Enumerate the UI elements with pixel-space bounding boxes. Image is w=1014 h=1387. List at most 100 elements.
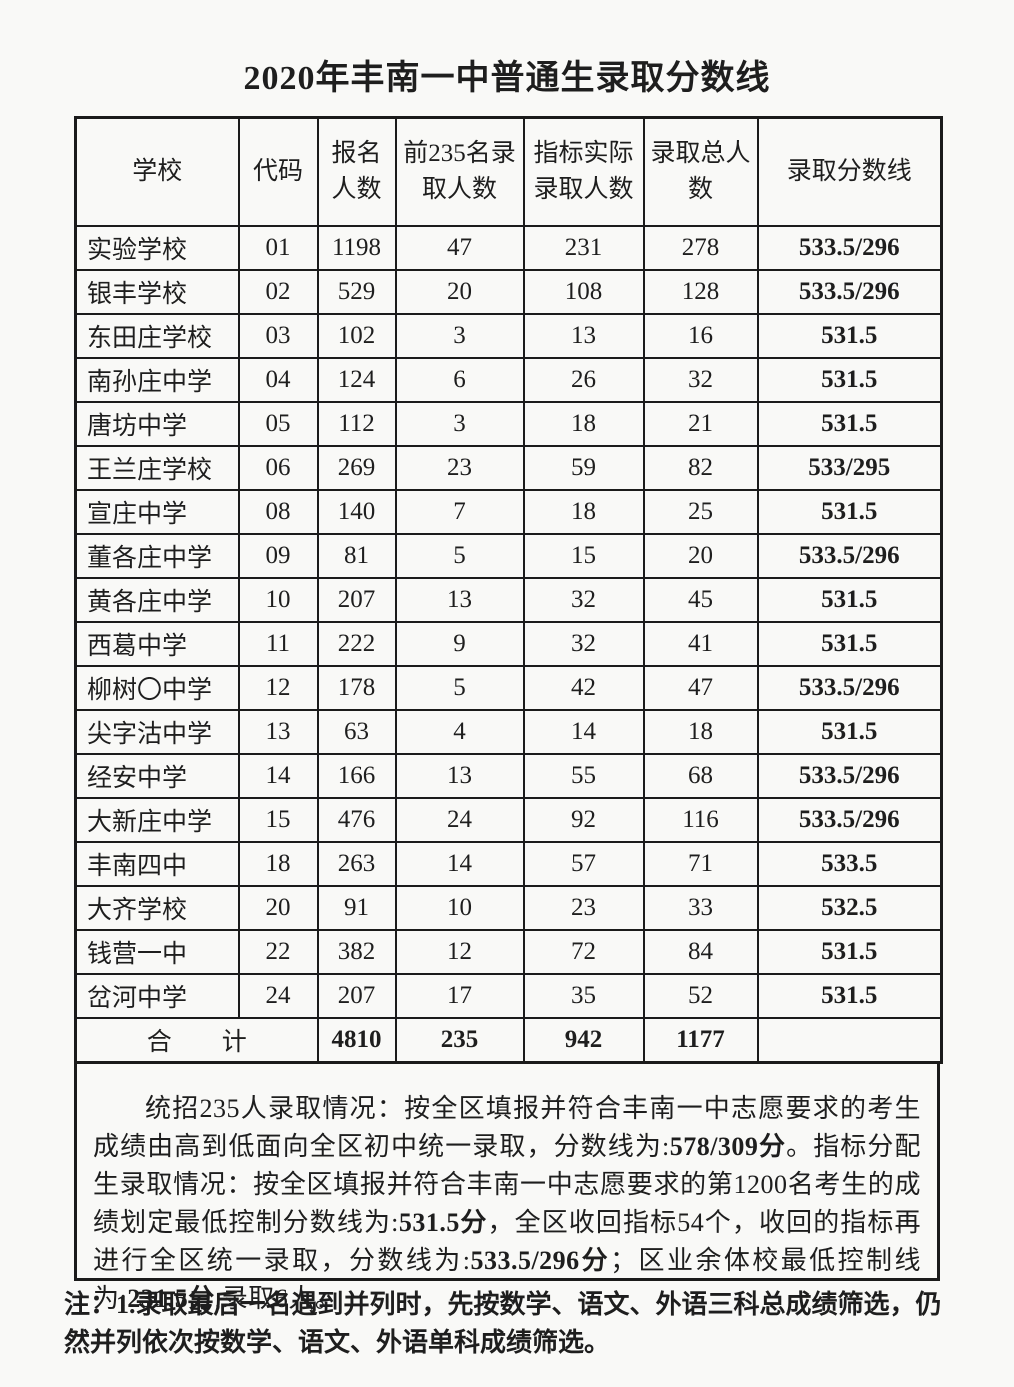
total-score-line-cell <box>756 1016 943 1064</box>
quota-admitted-cell: 32 <box>522 576 645 623</box>
quota-admitted-cell: 92 <box>522 796 645 843</box>
registered-cell: 178 <box>316 664 397 711</box>
total-admitted-cell: 21 <box>642 400 759 447</box>
score-line-cell: 531.5 <box>756 928 943 975</box>
summary-segment: ,录取6人。 <box>214 1284 342 1313</box>
registered-cell: 207 <box>316 972 397 1019</box>
registered-cell: 112 <box>316 400 397 447</box>
admission-score-table: 学校 代码 报名 人数 前235名录 取人数 指标实际 录取人数 录取总人 数 … <box>74 116 943 1064</box>
score-line-cell: 531.5 <box>756 576 943 623</box>
registered-cell: 222 <box>316 620 397 667</box>
top235-admitted-cell: 5 <box>394 664 525 711</box>
table-header-row: 学校 代码 报名 人数 前235名录 取人数 指标实际 录取人数 录取总人 数 … <box>74 116 943 227</box>
code-cell: 06 <box>237 444 319 491</box>
top235-admitted-cell: 5 <box>394 532 525 579</box>
registered-cell: 140 <box>316 488 397 535</box>
quota-admitted-cell: 57 <box>522 840 645 887</box>
total-admitted-cell: 128 <box>642 268 759 315</box>
table-row: 南孙庄中学 04 124 6 26 32 531.5 <box>74 356 943 403</box>
top235-admitted-cell: 10 <box>394 884 525 931</box>
total-admitted-cell: 41 <box>642 620 759 667</box>
top235-admitted-cell: 13 <box>394 576 525 623</box>
registered-cell: 263 <box>316 840 397 887</box>
score-line-cell: 533.5/296 <box>756 752 943 799</box>
top235-admitted-cell: 17 <box>394 972 525 1019</box>
registered-cell: 102 <box>316 312 397 359</box>
summary-segment-bold: 533.5/296分 <box>470 1246 611 1275</box>
table-row: 唐坊中学 05 112 3 18 21 531.5 <box>74 400 943 447</box>
registered-cell: 81 <box>316 532 397 579</box>
registered-cell: 476 <box>316 796 397 843</box>
code-cell: 03 <box>237 312 319 359</box>
quota-admitted-cell: 13 <box>522 312 645 359</box>
table-body: 实验学校 01 1198 47 231 278 533.5/296 银丰学校 0… <box>74 224 943 1019</box>
top235-admitted-cell: 3 <box>394 312 525 359</box>
registered-cell: 529 <box>316 268 397 315</box>
school-cell: 大新庄中学 <box>74 796 240 843</box>
total-quota-cell: 942 <box>522 1016 645 1064</box>
total-admitted-cell: 278 <box>642 224 759 271</box>
registered-cell: 63 <box>316 708 397 755</box>
score-line-cell: 532.5 <box>756 884 943 931</box>
code-cell: 02 <box>237 268 319 315</box>
score-line-cell: 531.5 <box>756 620 943 667</box>
top235-admitted-cell: 12 <box>394 928 525 975</box>
code-cell: 01 <box>237 224 319 271</box>
total-admitted-cell: 18 <box>642 708 759 755</box>
table-row: 王兰庄学校 06 269 23 59 82 533/295 <box>74 444 943 491</box>
code-cell: 14 <box>237 752 319 799</box>
table-row: 大齐学校 20 91 10 23 33 532.5 <box>74 884 943 931</box>
top235-admitted-cell: 20 <box>394 268 525 315</box>
header-quota-admitted: 指标实际 录取人数 <box>522 116 645 227</box>
top235-admitted-cell: 7 <box>394 488 525 535</box>
school-cell: 西葛中学 <box>74 620 240 667</box>
total-admitted-cell: 20 <box>642 532 759 579</box>
school-cell: 钱营一中 <box>74 928 240 975</box>
table-row: 岔河中学 24 207 17 35 52 531.5 <box>74 972 943 1019</box>
summary-paragraph: 统招235人录取情况：按全区填报并符合丰南一中志愿要求的考生成绩由高到低面向全区… <box>93 1090 921 1318</box>
total-admitted-cell: 82 <box>642 444 759 491</box>
school-cell: 大齐学校 <box>74 884 240 931</box>
school-cell: 经安中学 <box>74 752 240 799</box>
total-admitted-cell: 33 <box>642 884 759 931</box>
code-cell: 18 <box>237 840 319 887</box>
table-total-row: 合 计 4810 235 942 1177 <box>74 1016 943 1064</box>
table-row: 钱营一中 22 382 12 72 84 531.5 <box>74 928 943 975</box>
top235-admitted-cell: 23 <box>394 444 525 491</box>
total-admitted-cell: 71 <box>642 840 759 887</box>
school-cell: 唐坊中学 <box>74 400 240 447</box>
table-row: 黄各庄中学 10 207 13 32 45 531.5 <box>74 576 943 623</box>
table-row: 大新庄中学 15 476 24 92 116 533.5/296 <box>74 796 943 843</box>
registered-cell: 382 <box>316 928 397 975</box>
total-admitted-cell: 116 <box>642 796 759 843</box>
code-cell: 11 <box>237 620 319 667</box>
total-admitted-cell: 68 <box>642 752 759 799</box>
total-admitted-cell: 52 <box>642 972 759 1019</box>
code-cell: 04 <box>237 356 319 403</box>
top235-admitted-cell: 47 <box>394 224 525 271</box>
top235-admitted-cell: 13 <box>394 752 525 799</box>
score-line-cell: 533/295 <box>756 444 943 491</box>
top235-admitted-cell: 4 <box>394 708 525 755</box>
table-row: 实验学校 01 1198 47 231 278 533.5/296 <box>74 224 943 271</box>
score-line-cell: 533.5/296 <box>756 268 943 315</box>
table-row: 经安中学 14 166 13 55 68 533.5/296 <box>74 752 943 799</box>
table-row: 董各庄中学 09 81 5 15 20 533.5/296 <box>74 532 943 579</box>
registered-cell: 124 <box>316 356 397 403</box>
registered-cell: 207 <box>316 576 397 623</box>
school-cell: 宣庄中学 <box>74 488 240 535</box>
code-cell: 22 <box>237 928 319 975</box>
quota-admitted-cell: 18 <box>522 488 645 535</box>
code-cell: 10 <box>237 576 319 623</box>
quota-admitted-cell: 32 <box>522 620 645 667</box>
registered-cell: 1198 <box>316 224 397 271</box>
header-score-line: 录取分数线 <box>756 116 943 227</box>
quota-admitted-cell: 72 <box>522 928 645 975</box>
school-cell: 南孙庄中学 <box>74 356 240 403</box>
score-line-cell: 533.5/296 <box>756 664 943 711</box>
school-cell: 董各庄中学 <box>74 532 240 579</box>
quota-admitted-cell: 59 <box>522 444 645 491</box>
code-cell: 15 <box>237 796 319 843</box>
summary-segment-bold: 231.5分 <box>127 1284 215 1313</box>
